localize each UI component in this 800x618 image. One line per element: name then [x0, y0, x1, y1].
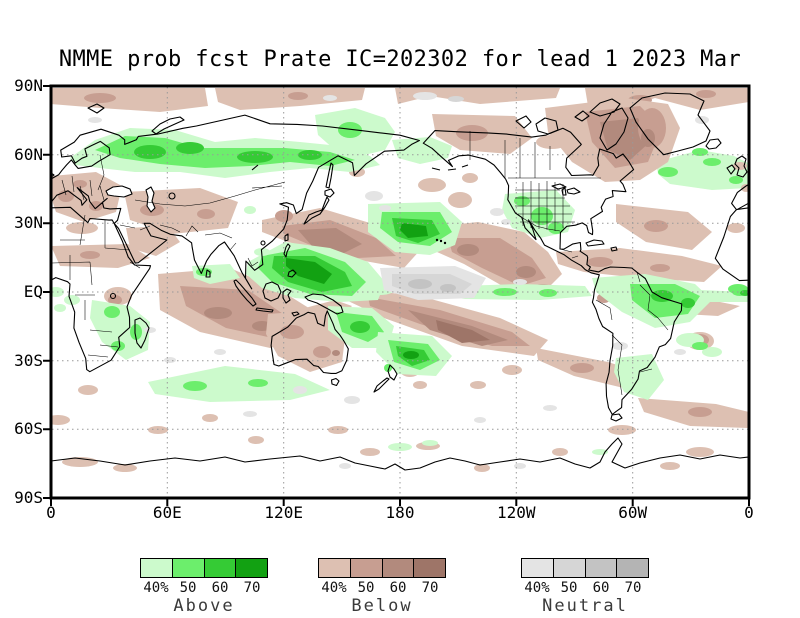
coastline-americas: [422, 127, 683, 416]
lakes: [105, 185, 156, 213]
legend-colorbar-below: [318, 558, 446, 578]
legend-name-above: Above: [173, 596, 235, 616]
lat-label-60n: 60N: [14, 144, 43, 164]
lon-label-120w: 120W: [497, 503, 536, 522]
probability-shading: [52, 88, 748, 472]
lat-label-30s: 30S: [14, 350, 43, 370]
legend-swatch: [522, 559, 553, 577]
threshold-label: 50: [560, 580, 578, 596]
legend-thresholds: 40% 50 60 70: [521, 580, 649, 596]
threshold-label: 40%: [524, 580, 550, 596]
great-lakes: [251, 164, 581, 196]
lat-label-60s: 60S: [14, 419, 43, 439]
legend-swatch: [616, 559, 648, 577]
legend-swatch: [319, 559, 350, 577]
threshold-label: 50: [357, 580, 375, 596]
lat-label-eq: EQ: [23, 282, 43, 301]
legend-thresholds: 40% 50 60 70: [318, 580, 446, 596]
legend-neutral: 40% 50 60 70 Neutral: [521, 558, 649, 616]
legend-swatch: [413, 559, 445, 577]
lake-victoria: [109, 292, 117, 300]
legend-swatch: [235, 559, 267, 577]
hainan: [260, 240, 266, 246]
legend-swatch: [552, 559, 585, 577]
legend-colorbar-above: [140, 558, 268, 578]
legend-swatch: [141, 559, 172, 577]
legend-below: 40% 50 60 70 Below: [318, 558, 446, 616]
threshold-label: 70: [421, 580, 439, 596]
chart-title: NMME prob fcst Prate IC=202302 for lead …: [58, 47, 742, 72]
lon-label-180: 180: [385, 503, 415, 522]
threshold-label: 40%: [143, 580, 169, 596]
lon-label-0w: 0: [46, 503, 56, 522]
country-borders: [52, 131, 669, 396]
legend-swatch: [171, 559, 204, 577]
legend-above: 40% 50 60 70 Above: [140, 558, 268, 616]
coastline-islands: [52, 92, 748, 422]
threshold-label: 40%: [321, 580, 347, 596]
lat-label-90n: 90N: [14, 76, 43, 95]
threshold-label: 50: [179, 580, 197, 596]
legend-colorbar-neutral: [521, 558, 649, 578]
legend-name-below: Below: [351, 596, 413, 616]
threshold-label: 60: [389, 580, 407, 596]
legend-swatch: [381, 559, 414, 577]
lat-label-90s: 90S: [14, 488, 43, 507]
hawaii-islands: [435, 238, 447, 245]
aral-sea: [168, 192, 176, 200]
coastline-antarctica: [52, 437, 748, 471]
coastline-africa: [52, 206, 152, 373]
threshold-label: 60: [592, 580, 610, 596]
axis-ticks: [43, 85, 750, 506]
lon-label-60w: 60W: [618, 503, 648, 522]
legend-swatch: [584, 559, 617, 577]
threshold-label: 70: [243, 580, 261, 596]
coastlines: [52, 92, 748, 471]
threshold-label: 70: [624, 580, 642, 596]
lat-label-30n: 30N: [14, 213, 43, 233]
legend-swatch: [203, 559, 236, 577]
threshold-label: 60: [211, 580, 229, 596]
lon-label-60e: 60E: [152, 503, 182, 522]
legend-name-neutral: Neutral: [542, 596, 628, 616]
legend-thresholds: 40% 50 60 70: [140, 580, 268, 596]
legend-swatch: [349, 559, 382, 577]
lon-label-120e: 120E: [264, 503, 303, 522]
lon-label-0e: 0: [744, 503, 754, 522]
